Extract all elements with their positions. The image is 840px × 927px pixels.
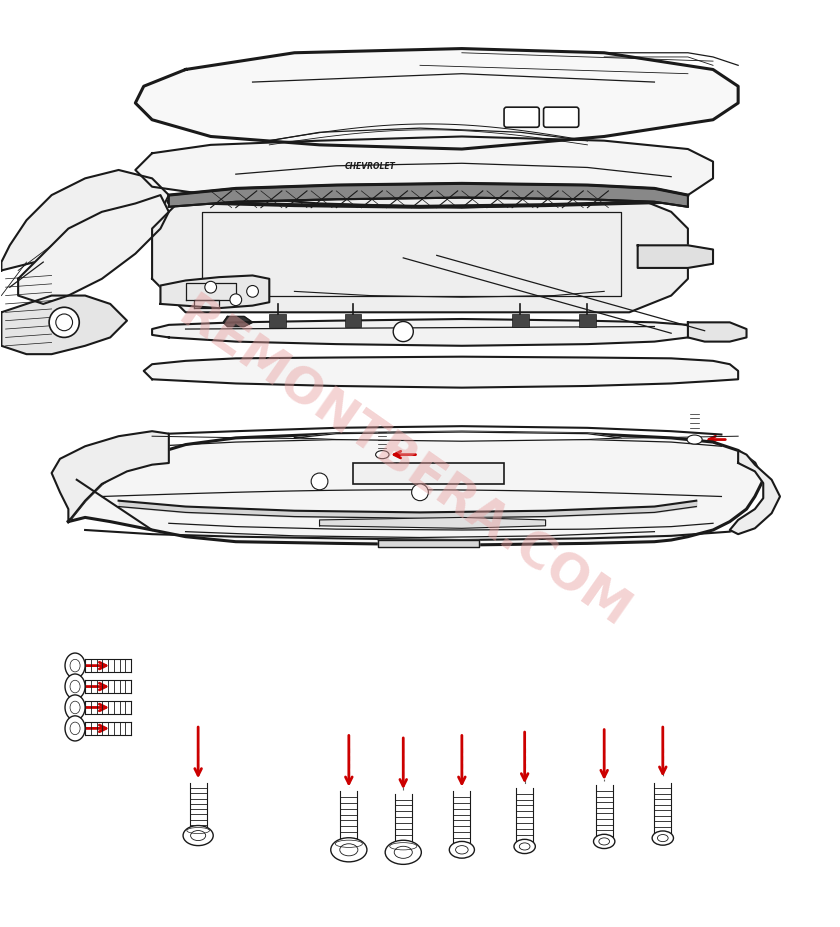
Ellipse shape — [65, 716, 85, 742]
Ellipse shape — [340, 844, 358, 856]
Circle shape — [393, 323, 413, 342]
Ellipse shape — [514, 840, 535, 854]
Ellipse shape — [449, 842, 475, 858]
Bar — [344, 314, 361, 328]
Polygon shape — [135, 137, 713, 209]
Polygon shape — [319, 518, 546, 528]
Polygon shape — [688, 323, 747, 342]
Ellipse shape — [65, 674, 85, 699]
Ellipse shape — [191, 831, 206, 841]
Polygon shape — [730, 451, 780, 535]
Polygon shape — [378, 540, 479, 547]
Polygon shape — [51, 432, 169, 522]
Polygon shape — [152, 320, 705, 347]
Ellipse shape — [375, 451, 389, 459]
Bar — [353, 464, 504, 485]
Circle shape — [205, 282, 217, 294]
Bar — [579, 314, 596, 328]
Bar — [270, 314, 286, 328]
Ellipse shape — [65, 654, 85, 679]
Circle shape — [49, 308, 79, 338]
Ellipse shape — [65, 695, 85, 720]
Ellipse shape — [70, 702, 80, 714]
Circle shape — [230, 295, 242, 306]
Polygon shape — [638, 246, 713, 269]
Bar — [512, 314, 529, 328]
Polygon shape — [294, 433, 621, 442]
Ellipse shape — [183, 826, 213, 845]
Ellipse shape — [70, 660, 80, 672]
Polygon shape — [2, 297, 127, 355]
Polygon shape — [68, 433, 764, 545]
Ellipse shape — [519, 843, 530, 850]
Ellipse shape — [652, 832, 674, 845]
Ellipse shape — [394, 846, 412, 858]
Polygon shape — [223, 317, 253, 327]
Polygon shape — [160, 276, 270, 309]
Polygon shape — [2, 171, 169, 271]
FancyBboxPatch shape — [504, 108, 539, 128]
Circle shape — [311, 474, 328, 490]
Text: CHEVROLET: CHEVROLET — [344, 162, 395, 171]
Ellipse shape — [687, 436, 702, 445]
Ellipse shape — [455, 845, 468, 854]
Polygon shape — [18, 196, 169, 305]
Polygon shape — [135, 49, 738, 150]
FancyBboxPatch shape — [543, 108, 579, 128]
Text: REMONTBERA.COM: REMONTBERA.COM — [169, 289, 638, 638]
Polygon shape — [152, 196, 688, 313]
Ellipse shape — [386, 841, 422, 865]
Ellipse shape — [594, 834, 615, 848]
Ellipse shape — [70, 722, 80, 735]
Ellipse shape — [658, 834, 668, 842]
Ellipse shape — [70, 680, 80, 693]
Circle shape — [247, 286, 259, 298]
Polygon shape — [169, 184, 688, 208]
Ellipse shape — [331, 838, 367, 862]
Polygon shape — [144, 357, 738, 388]
Ellipse shape — [599, 838, 610, 845]
Circle shape — [412, 485, 428, 502]
Circle shape — [55, 314, 72, 331]
